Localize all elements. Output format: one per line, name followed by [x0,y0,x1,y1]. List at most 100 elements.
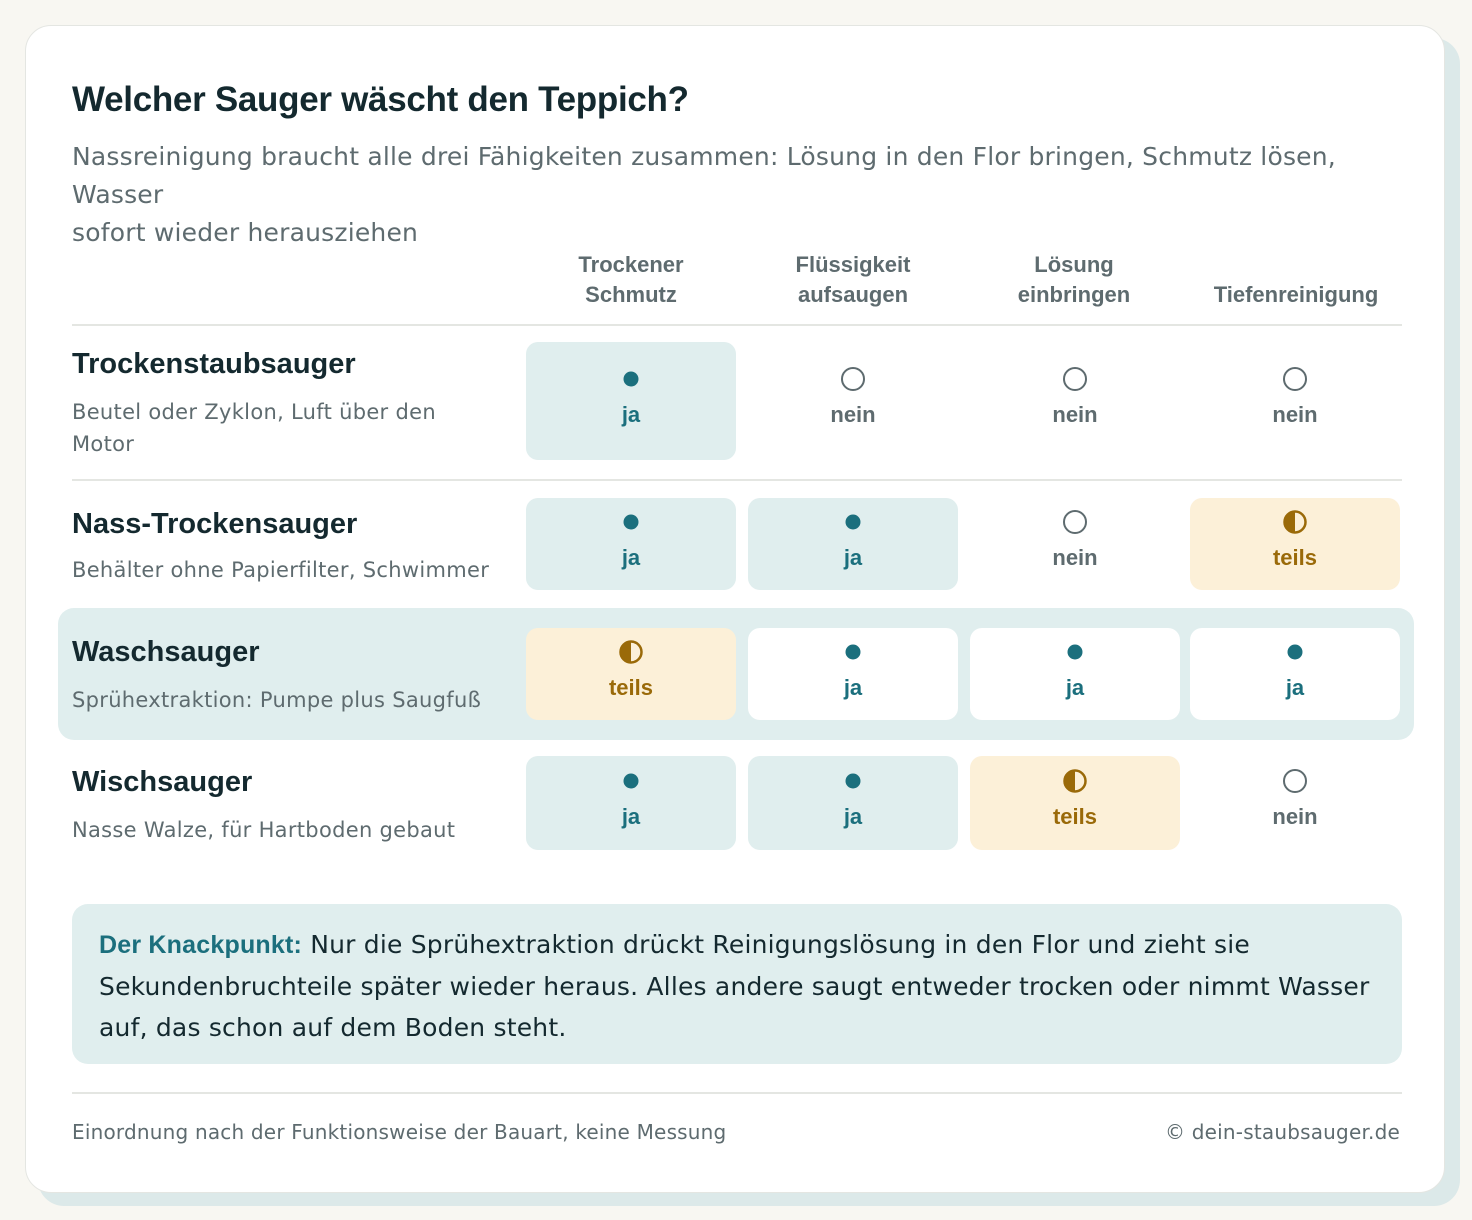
subtitle-line-1: Nassreinigung braucht alle drei Fähigkei… [72,142,1336,209]
status-cell-teils: teils [970,756,1180,850]
status-cell-ja: ja [748,628,958,720]
row-title-wischsauger: Wischsauger [72,766,253,798]
status-label: nein [1272,402,1318,427]
status-icon [618,366,644,397]
column-header-line-1: Lösung [1034,252,1114,277]
status-label: ja [1285,675,1305,700]
filled-dot-icon [1067,644,1083,660]
status-cell-nein: nein [1190,756,1400,850]
half-circle-icon [1063,769,1087,793]
row-desc-waschsauger: Sprühextraktion: Pumpe plus Saugfuß [72,684,492,716]
status-label: ja [843,804,863,829]
column-header-tiefenreinigung: Tiefenreinigung [1191,250,1401,310]
status-label: ja [621,804,641,829]
page-title: Welcher Sauger wäscht den Teppich? [72,80,689,119]
status-cell-ja: ja [1190,628,1400,720]
status-icon [1282,639,1308,670]
callout-line-3: auf, das schon auf dem Boden steht. [99,1013,567,1042]
column-header-line-1: Flüssigkeit [795,252,911,277]
page-subtitle: Nassreinigung braucht alle drei Fähigkei… [72,138,1392,252]
header-divider [72,324,1402,326]
column-header-loesung-einbringen: Lösung einbringen [969,250,1179,310]
filled-dot-icon [1287,644,1303,660]
status-cell-ja: ja [970,628,1180,720]
status-label: nein [1272,804,1318,829]
callout-box: Der Knackpunkt: Nur die Sprühextraktion … [72,904,1402,1064]
status-label: nein [1052,545,1098,570]
status-icon [840,768,866,799]
column-header-line-2: aufsaugen [797,282,909,307]
status-icon [840,366,866,397]
column-header-line-1 [1191,250,1401,280]
status-cell-nein: nein [970,342,1180,460]
status-icon [1062,639,1088,670]
status-icon [1282,509,1308,540]
status-label: ja [843,675,863,700]
comparison-card: Welcher Sauger wäscht den Teppich? Nassr… [25,25,1445,1193]
filled-dot-icon [845,773,861,789]
callout-text-1: Nur die Sprühextraktion drückt Reinigung… [302,930,1250,959]
status-label: ja [843,545,863,570]
status-cell-nein: nein [1190,342,1400,460]
subtitle-line-2: sofort wieder herausziehen [72,218,419,247]
empty-circle-icon [1283,367,1307,391]
status-cell-ja: ja [526,342,736,460]
half-circle-icon [619,640,643,664]
status-icon [840,509,866,540]
status-cell-teils: teils [526,628,736,720]
column-header-fluessigkeit-aufsaugen: Flüssigkeit aufsaugen [748,250,958,310]
filled-dot-icon [623,371,639,387]
footer-copyright: © dein-staubsauger.de [1165,1120,1400,1144]
row-title-trockenstaubsauger: Trockenstaubsauger [72,348,356,380]
row-desc-line-1: Beutel oder Zyklon, Luft über den [72,400,436,424]
row-desc-line-1: Nasse Walze, für Hartboden gebaut [72,818,456,842]
status-label: teils [608,675,654,700]
row-desc-nass-trockensauger: Behälter ohne Papierfilter, Schwimmer [72,554,492,586]
status-cell-teils: teils [1190,498,1400,590]
footer-note: Einordnung nach der Funktionsweise der B… [72,1120,727,1144]
row-highlight-waschsauger [58,608,1414,740]
half-circle-icon [1283,510,1307,534]
status-label: teils [1052,804,1098,829]
empty-circle-icon [1063,367,1087,391]
column-header-line-1: Trockener [578,252,684,277]
row-desc-line-2: Motor [72,432,135,456]
row-desc-trockenstaubsauger: Beutel oder Zyklon, Luft über den Motor [72,396,492,460]
status-icon [618,509,644,540]
status-label: ja [621,402,641,427]
callout-line-2: Sekundenbruchteile später wieder heraus.… [99,972,1370,1001]
status-icon [618,768,644,799]
status-cell-nein: nein [748,342,958,460]
column-header-line-2: einbringen [1017,282,1131,307]
row-desc-line-1: Sprühextraktion: Pumpe plus Saugfuß [72,688,482,712]
status-label: teils [1272,545,1318,570]
callout-lead: Der Knackpunkt: [99,931,303,959]
empty-circle-icon [1283,769,1307,793]
column-header-trockener-schmutz: Trockener Schmutz [526,250,736,310]
status-icon [618,639,644,670]
status-cell-ja: ja [526,498,736,590]
status-icon [1062,366,1088,397]
row-divider [72,479,1402,481]
row-title-waschsauger: Waschsauger [72,636,260,668]
callout-line-1: Der Knackpunkt: Nur die Sprühextraktion … [99,924,1375,966]
status-cell-ja: ja [748,498,958,590]
status-label: ja [621,545,641,570]
row-desc-line-1: Behälter ohne Papierfilter, Schwimmer [72,558,490,582]
status-label: ja [1065,675,1085,700]
status-icon [1282,768,1308,799]
status-icon [1062,509,1088,540]
footer-divider [72,1092,1402,1094]
status-label: nein [1052,402,1098,427]
filled-dot-icon [845,514,861,530]
column-header-line-2: Schmutz [585,282,677,307]
status-icon [1282,366,1308,397]
status-cell-ja: ja [526,756,736,850]
status-cell-nein: nein [970,498,1180,590]
empty-circle-icon [1063,510,1087,534]
status-label: nein [830,402,876,427]
empty-circle-icon [841,367,865,391]
column-header-line-2: Tiefenreinigung [1213,282,1379,307]
filled-dot-icon [845,644,861,660]
filled-dot-icon [623,514,639,530]
